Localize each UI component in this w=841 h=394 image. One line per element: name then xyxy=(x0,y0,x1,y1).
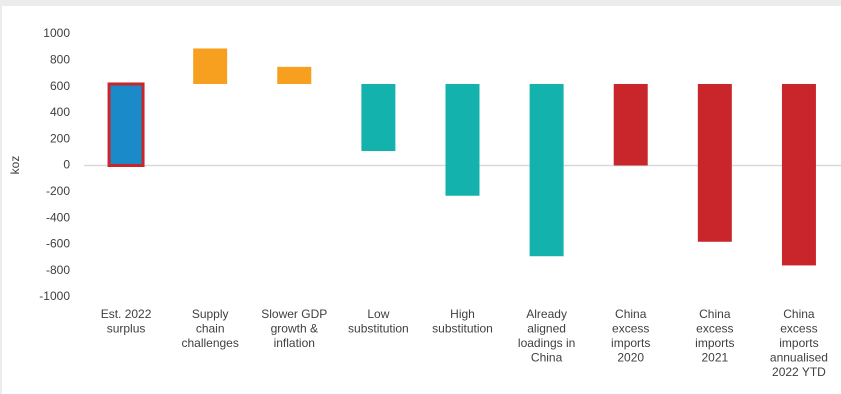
y-tick-label: 200 xyxy=(50,131,70,145)
top-band xyxy=(0,0,841,6)
y-tick-label: -400 xyxy=(46,210,70,224)
y-tick-label: 400 xyxy=(50,105,70,119)
x-tick-label: excess xyxy=(696,322,733,336)
x-tick-label: aligned xyxy=(527,322,566,336)
bar xyxy=(781,83,816,266)
y-tick-label: 600 xyxy=(50,79,70,93)
x-tick-label: Already xyxy=(526,307,567,321)
x-tick-label: surplus xyxy=(107,322,146,336)
x-tick-label: 2022 YTD xyxy=(772,365,826,379)
x-tick-label: Slower GDP xyxy=(261,307,327,321)
y-tick-label: -600 xyxy=(46,237,70,251)
x-tick-label: chain xyxy=(196,322,225,336)
x-tick-label: China xyxy=(699,307,731,321)
y-tick-label: -1000 xyxy=(39,289,70,303)
x-tick-label: inflation xyxy=(274,336,315,350)
x-tick-label: annualised xyxy=(770,351,828,365)
x-tick-label: 2020 xyxy=(617,351,644,365)
x-tick-label: substitution xyxy=(432,322,493,336)
x-tick-label: China xyxy=(531,351,563,365)
x-tick-label: 2021 xyxy=(701,351,728,365)
x-tick-label: Low xyxy=(367,307,389,321)
bar xyxy=(107,82,145,167)
x-tick-label: loadings in xyxy=(518,336,575,350)
bar xyxy=(613,83,648,166)
x-tick-label: High xyxy=(450,307,475,321)
x-tick-label: Est. 2022 xyxy=(101,307,152,321)
bar xyxy=(445,83,480,196)
x-tick-label: imports xyxy=(779,336,818,350)
x-tick-label: China xyxy=(615,307,647,321)
left-band xyxy=(0,6,2,394)
x-tick-label: excess xyxy=(780,322,817,336)
y-tick-label: 1000 xyxy=(43,26,70,40)
y-tick-label: 800 xyxy=(50,52,70,66)
y-tick-label: -800 xyxy=(46,263,70,277)
x-tick-label: imports xyxy=(611,336,650,350)
y-tick-label: -200 xyxy=(46,184,70,198)
bar xyxy=(361,83,396,152)
x-tick-label: China xyxy=(783,307,815,321)
x-tick-label: challenges xyxy=(181,336,238,350)
bar xyxy=(697,83,732,242)
x-tick-label: substitution xyxy=(348,322,409,336)
x-tick-label: growth & xyxy=(271,322,318,336)
x-tick-label: Supply xyxy=(192,307,229,321)
y-axis-label: koz xyxy=(8,156,22,175)
x-tick-label: imports xyxy=(695,336,734,350)
bar xyxy=(529,83,564,257)
x-tick-label: excess xyxy=(612,322,649,336)
bar xyxy=(193,48,228,84)
y-tick-label: 0 xyxy=(63,158,70,172)
bar xyxy=(277,66,312,84)
